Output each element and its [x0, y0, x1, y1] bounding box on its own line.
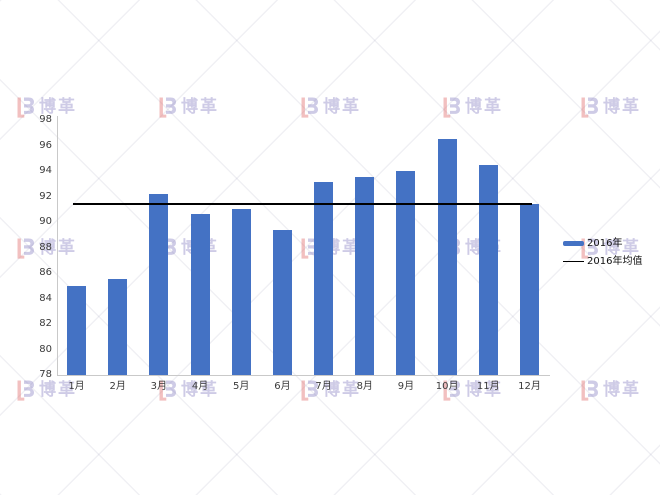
legend: 2016年 2016年均值 — [563, 237, 642, 268]
boge-logo-icon — [17, 380, 34, 401]
legend-marker-average-line — [563, 260, 584, 263]
bar-2月 — [108, 279, 128, 375]
watermark-logo: 博革 — [442, 379, 503, 401]
x-tick-label-1月: 1月 — [68, 381, 85, 392]
watermark-logo: 博革 — [158, 96, 219, 118]
y-tick-label: 82 — [39, 318, 52, 329]
boge-logo-icon — [159, 380, 176, 401]
bar-6月 — [272, 229, 292, 375]
y-tick-label: 84 — [39, 292, 52, 304]
legend-label-average: 2016年均值 — [587, 255, 643, 267]
bar-8月 — [355, 177, 375, 375]
legend-item-average: 2016年均值 — [563, 255, 642, 268]
boge-logo-icon — [581, 97, 598, 118]
y-tick-label: 96 — [39, 139, 52, 151]
boge-logo-icon — [581, 380, 598, 401]
y-tick-label: 78 — [39, 369, 52, 380]
watermark-brand-text: 博革 — [39, 379, 77, 400]
bar-11月 — [478, 164, 498, 375]
watermark-brand-text: 博革 — [603, 379, 641, 400]
bar-9月 — [396, 171, 416, 375]
boge-logo-icon — [443, 380, 460, 401]
watermark-logo: 博革 — [580, 237, 641, 259]
y-tick-label: 98 — [39, 114, 52, 125]
y-tick-label: 90 — [39, 216, 52, 227]
x-tick-label-3月: 3月 — [150, 381, 168, 392]
legend-marker-2016-bar — [563, 241, 584, 246]
boge-logo-icon — [17, 97, 34, 118]
watermark-brand-text: 博革 — [465, 96, 503, 117]
x-axis-line — [57, 375, 550, 376]
watermark-brand-text: 博革 — [603, 237, 641, 258]
bar-5月 — [231, 209, 251, 375]
watermark-logo: 博革 — [16, 379, 77, 401]
watermark-logo: 博革 — [16, 96, 77, 118]
boge-logo-icon — [301, 380, 318, 401]
x-tick-label-10月: 10月 — [435, 381, 459, 392]
bar-3月 — [149, 193, 169, 375]
watermark-brand-text: 博革 — [603, 96, 641, 117]
legend-item-2016: 2016年 — [563, 237, 642, 250]
y-axis-line — [57, 116, 58, 375]
watermark-brand-text: 博革 — [39, 96, 77, 117]
y-tick-label: 92 — [39, 190, 52, 202]
watermark-logo: 博革 — [300, 96, 361, 118]
boge-logo-icon — [17, 238, 34, 259]
bar-10月 — [437, 139, 457, 375]
watermark-brand-text: 博革 — [181, 96, 219, 117]
bar-7月 — [314, 182, 334, 375]
boge-logo-icon — [159, 97, 176, 118]
y-tick-label: 80 — [39, 343, 52, 355]
y-tick-label: 94 — [39, 165, 52, 176]
x-tick-label-4月: 4月 — [191, 381, 209, 392]
watermark-logo: 博革 — [300, 379, 361, 401]
bar-1月 — [67, 285, 86, 375]
x-tick-label-11月: 11月 — [476, 381, 500, 392]
x-tick-label-12月: 12月 — [518, 381, 541, 392]
bar-12月 — [519, 204, 539, 375]
y-tick-label: 86 — [39, 267, 52, 278]
x-tick-label-8月: 8月 — [356, 381, 373, 392]
watermark-brand-text: 博革 — [465, 379, 503, 400]
watermark-brand-text: 博革 — [181, 379, 219, 400]
watermark-logo: 博革 — [580, 96, 641, 118]
x-tick-label-5月: 5月 — [233, 381, 250, 392]
x-tick-label-6月: 6月 — [274, 381, 291, 392]
boge-logo-icon — [443, 97, 460, 118]
legend-label-2016: 2016年 — [587, 237, 623, 249]
y-tick-label: 88 — [39, 241, 52, 253]
average-line — [72, 202, 532, 206]
x-tick-label-2月: 2月 — [109, 381, 126, 392]
watermark-logo: 博革 — [580, 379, 641, 401]
x-tick-label-7月: 7月 — [315, 381, 332, 392]
x-tick-label-9月: 9月 — [397, 381, 415, 392]
watermark-brand-text: 博革 — [323, 96, 361, 117]
bar-4月 — [190, 214, 210, 375]
watermark-brand-text: 博革 — [323, 379, 361, 400]
boge-logo-icon — [301, 97, 318, 118]
watermark-logo: 博革 — [158, 379, 219, 401]
watermark-logo: 博革 — [442, 96, 503, 118]
